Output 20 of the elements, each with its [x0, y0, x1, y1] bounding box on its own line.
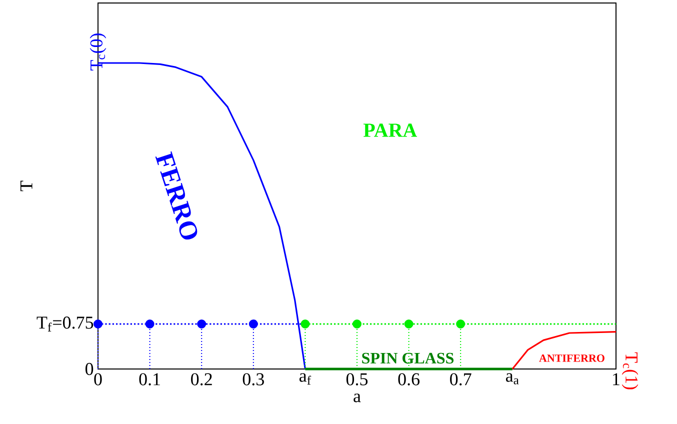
text: FERRO — [155, 151, 198, 240]
x-tick-label: 0 — [94, 373, 102, 386]
x-tick-label: a$_{a}$ — [506, 373, 519, 384]
series-label: ANTIFERRO — [539, 354, 604, 362]
series-label: SPIN GLASS — [362, 352, 454, 364]
annotation: T$_{c}$(1) — [622, 352, 638, 390]
x-tick-label: 0.7 — [450, 373, 472, 386]
x-tick-label: 0.5 — [346, 373, 368, 386]
x-tick-label: 0.3 — [242, 373, 264, 386]
x-tick-label: a$_{f}$ — [299, 373, 312, 385]
text: PARA — [363, 124, 418, 137]
x-tick-label: 0.2 — [191, 373, 212, 386]
x-tick-label: 0.1 — [139, 373, 160, 386]
x-axis-title: a — [354, 394, 361, 402]
x-tick-label: 0.6 — [398, 373, 420, 386]
annotation: T$_{c}$(0) — [90, 34, 106, 70]
y-tick-label: T$_{f}$=0.75 — [36, 316, 94, 332]
x-tick-label: 1 — [613, 373, 620, 386]
line-series — [512, 331, 617, 370]
y-axis-title: T — [20, 180, 32, 192]
